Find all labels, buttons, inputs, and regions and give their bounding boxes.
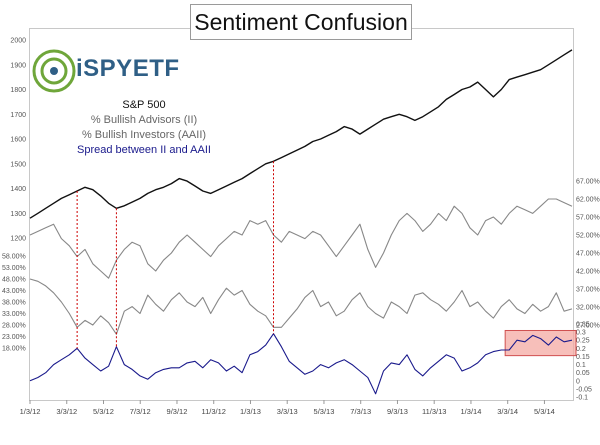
ii-tick-label: 37.00%	[576, 287, 600, 294]
x-tick-label: 11/3/13	[422, 407, 446, 416]
aaii-tick-label: 53.00%	[2, 265, 26, 272]
ii-tick-label: 57.00%	[576, 215, 600, 222]
ii-tick-label: 62.00%	[576, 197, 600, 204]
spread-line	[29, 333, 573, 395]
spread-tick-label: 0.15	[576, 354, 590, 361]
sp500-tick-label: 1600	[10, 137, 26, 144]
x-tick-label: 3/3/12	[56, 407, 77, 416]
sp500-tick-label: 1300	[10, 211, 26, 218]
ii-tick-label: 42.00%	[576, 269, 600, 276]
ii-tick-label: 52.00%	[576, 233, 600, 240]
sp500-tick-label: 1500	[10, 161, 26, 168]
highlight-box	[504, 329, 577, 357]
spread-tick-label: 0.1	[576, 362, 586, 369]
spread-tick-label: 0	[576, 378, 580, 385]
spread-tick-label: -0.05	[576, 386, 592, 393]
spread-tick-label: -0.1	[576, 395, 588, 402]
legend-sp500: S&P 500	[122, 99, 166, 111]
spread-tick-label: 0.3	[576, 330, 586, 337]
x-tick-label: 9/3/12	[167, 407, 188, 416]
aaii-line	[29, 278, 573, 335]
x-tick-label: 11/3/12	[201, 407, 225, 416]
aaii-tick-label: 48.00%	[2, 277, 26, 284]
x-tick-label: 9/3/13	[387, 407, 408, 416]
spread-tick-label: 0.05	[576, 370, 590, 377]
x-tick-label: 7/3/12	[130, 407, 151, 416]
logo-text: iSPYETF	[76, 55, 180, 82]
chart-title: Sentiment Confusion	[190, 4, 412, 40]
x-tick-label: 1/3/13	[240, 407, 261, 416]
spread-tick-label: 0.35	[576, 322, 590, 329]
aaii-tick-label: 43.00%	[2, 288, 26, 295]
legend: S&P 500 % Bullish Advisors (II) % Bullis…	[44, 98, 244, 158]
x-tick-label: 5/3/12	[93, 407, 114, 416]
legend-spread: Spread between II and AAII	[77, 144, 211, 156]
spread-tick-label: 0.2	[576, 346, 586, 353]
ii-tick-label: 67.00%	[576, 179, 600, 186]
x-tick-label: 5/3/14	[534, 407, 555, 416]
sp500-tick-label: 2000	[10, 38, 26, 45]
x-tick-label: 1/3/14	[461, 407, 482, 416]
aaii-tick-label: 23.00%	[2, 334, 26, 341]
sp500-line	[29, 49, 573, 219]
ispyetf-logo: iSPYETF	[32, 46, 182, 96]
sp500-tick-label: 1900	[10, 62, 26, 69]
ii-tick-label: 47.00%	[576, 251, 600, 258]
aaii-tick-label: 38.00%	[2, 300, 26, 307]
x-tick-label: 5/3/13	[314, 407, 335, 416]
x-tick-label: 1/3/12	[20, 407, 41, 416]
ii-tick-label: 32.00%	[576, 305, 600, 312]
spread-tick-label: 0.25	[576, 338, 590, 345]
aaii-tick-label: 28.00%	[2, 323, 26, 330]
x-tick-label: 3/3/13	[277, 407, 298, 416]
sp500-tick-label: 1400	[10, 186, 26, 193]
x-tick-label: 7/3/13	[350, 407, 371, 416]
aaii-tick-label: 18.00%	[2, 346, 26, 353]
x-tick-label: 3/3/14	[497, 407, 518, 416]
ii-tick-label: 27.00%	[576, 323, 600, 330]
sp500-tick-label: 1800	[10, 87, 26, 94]
target-logo-icon	[32, 49, 76, 93]
ii-line	[29, 198, 573, 279]
legend-aaii: % Bullish Investors (AAII)	[81, 129, 207, 141]
legend-ii: % Bullish Advisors (II)	[90, 114, 198, 126]
sp500-tick-label: 1700	[10, 112, 26, 119]
aaii-tick-label: 58.00%	[2, 254, 26, 261]
aaii-tick-label: 33.00%	[2, 311, 26, 318]
sp500-tick-label: 1200	[10, 236, 26, 243]
